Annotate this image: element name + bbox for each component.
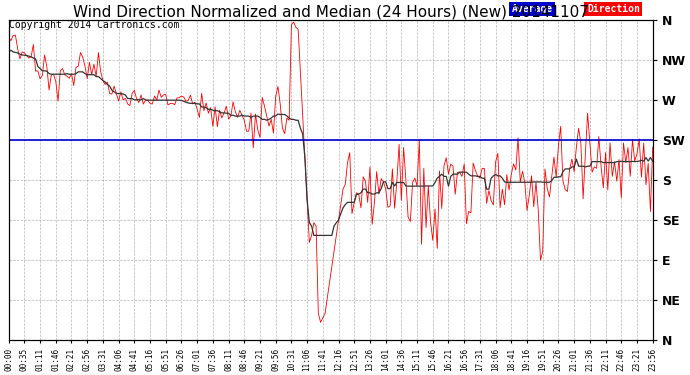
Text: Copyright 2014 Cartronics.com: Copyright 2014 Cartronics.com — [9, 20, 179, 30]
Text: Average: Average — [512, 4, 553, 14]
Text: Direction: Direction — [587, 4, 640, 14]
Title: Wind Direction Normalized and Median (24 Hours) (New) 20141107: Wind Direction Normalized and Median (24… — [72, 4, 589, 19]
